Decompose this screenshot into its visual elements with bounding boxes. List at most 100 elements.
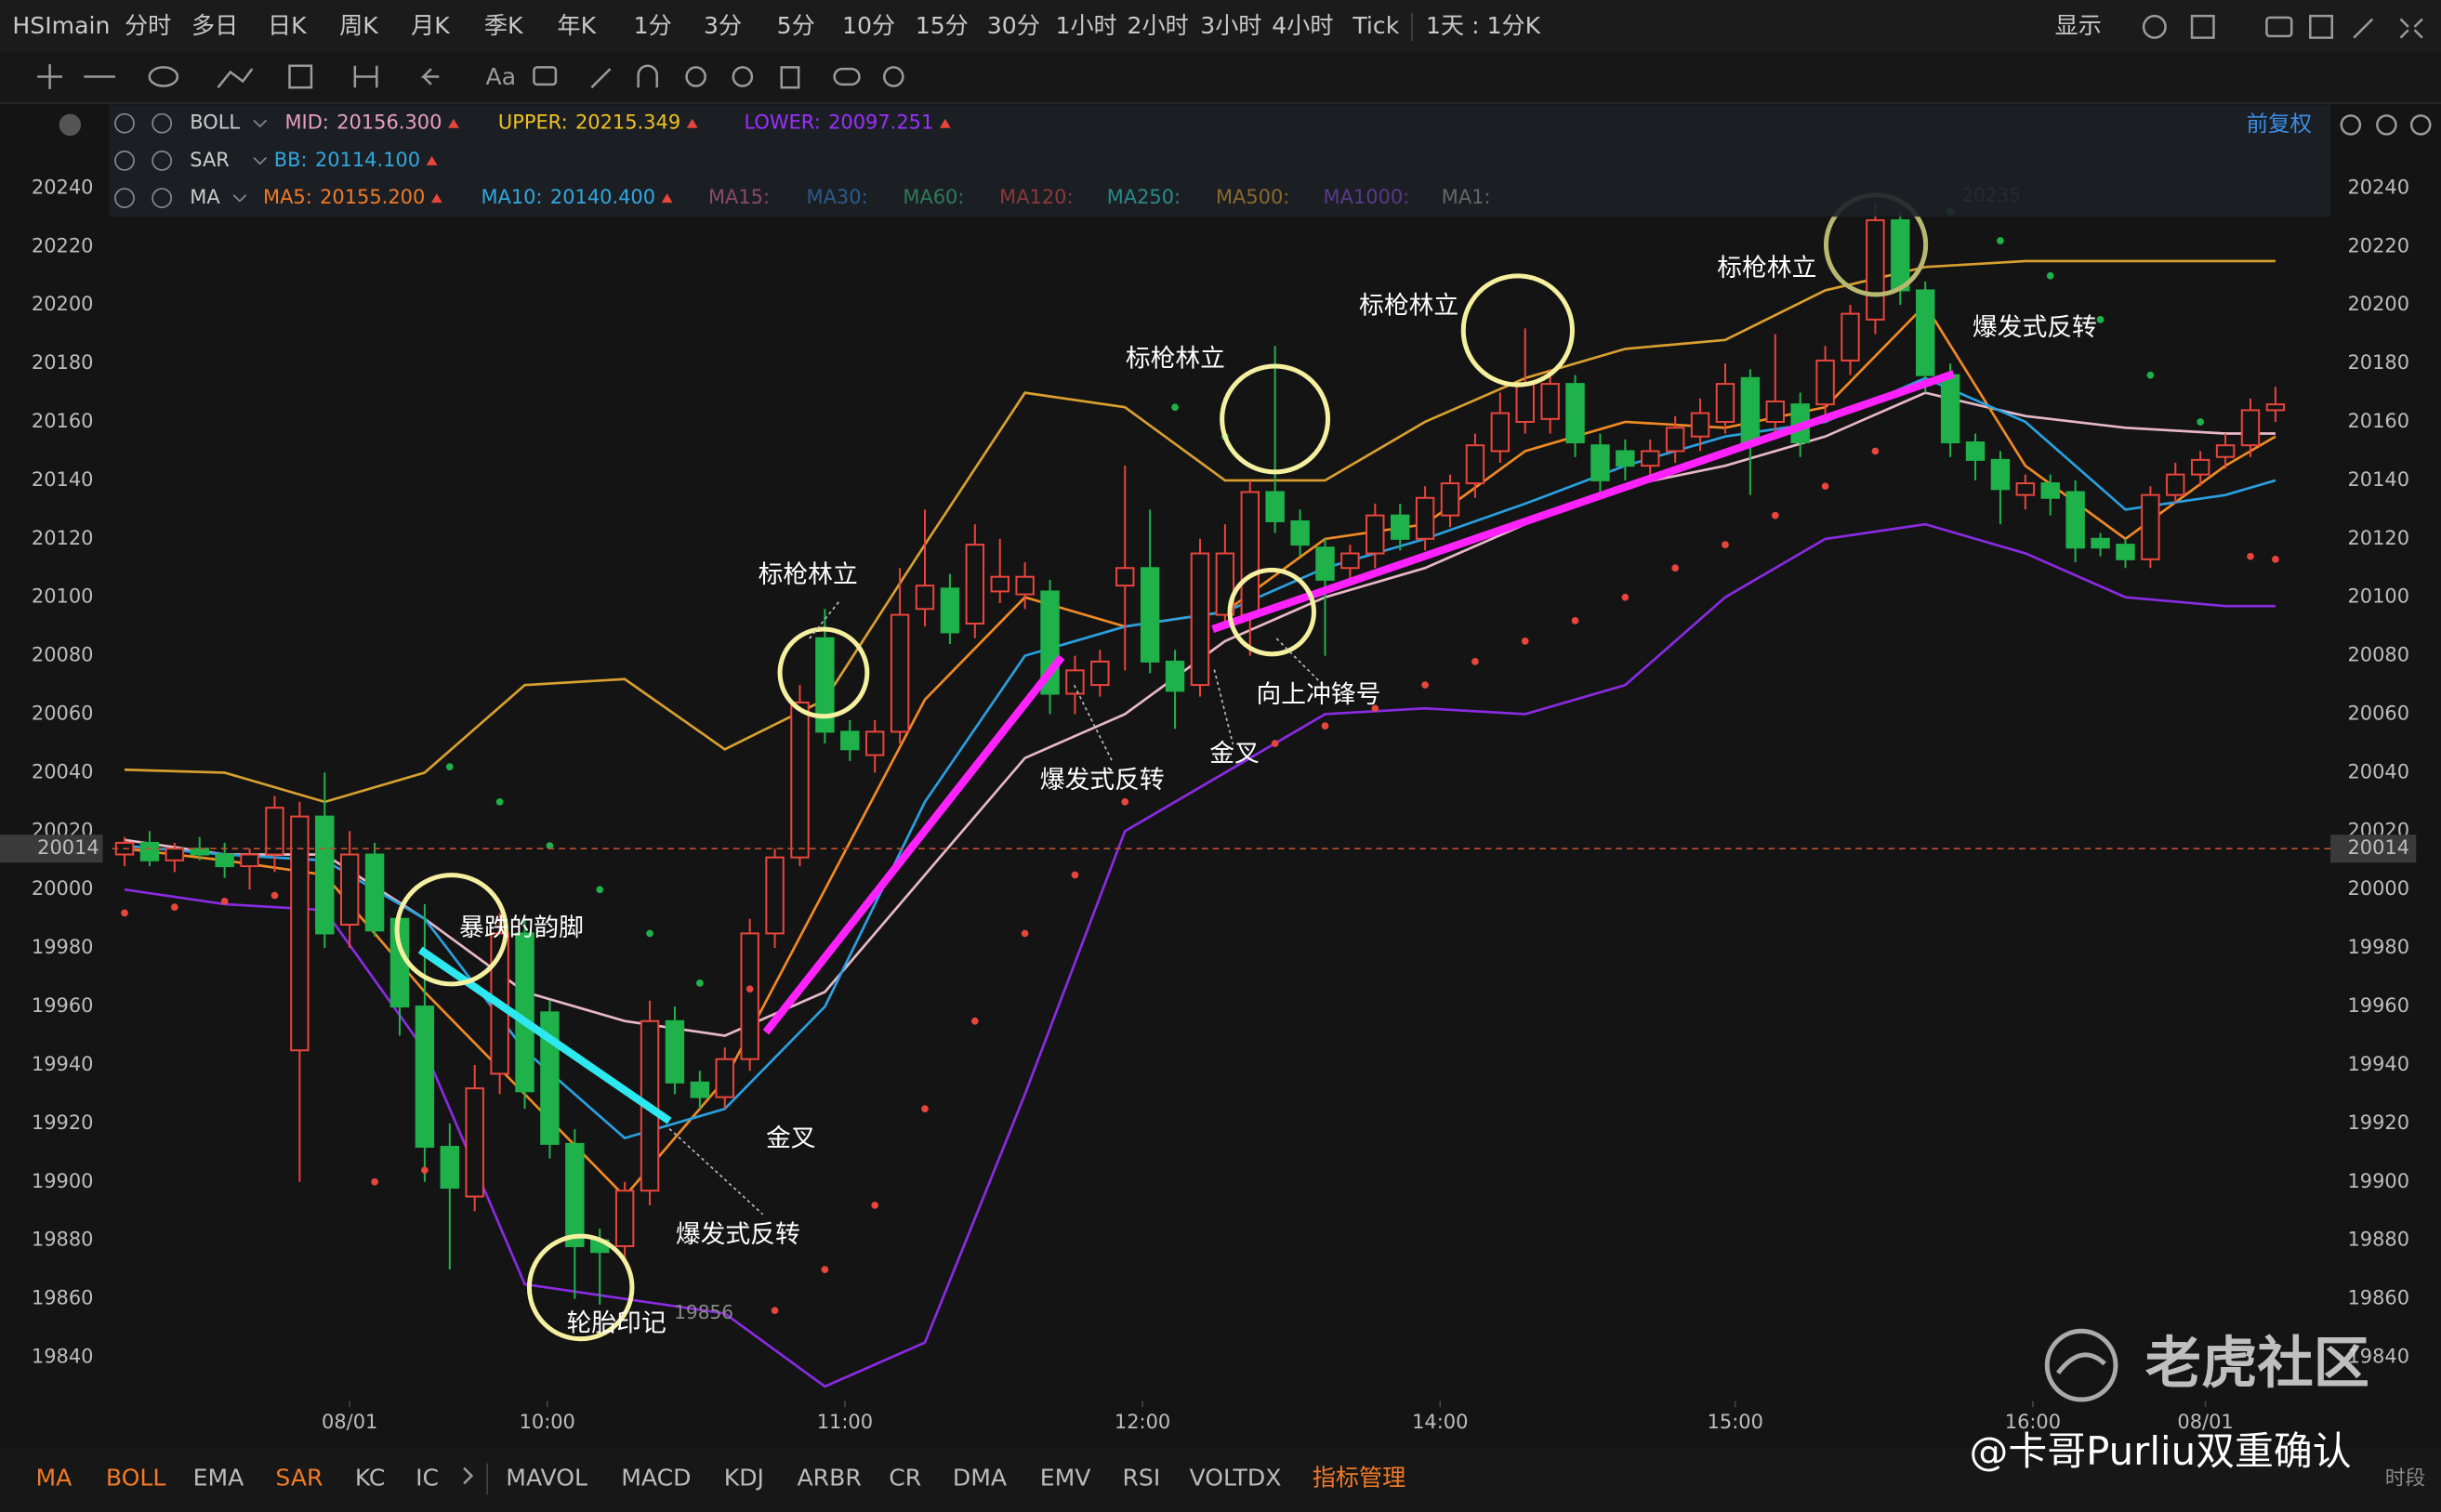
candle-body — [790, 701, 810, 859]
period-tab[interactable]: Tick — [1352, 12, 1399, 39]
indicator-field-label: MA10: — [481, 186, 542, 208]
period-tab[interactable]: 周K — [339, 12, 378, 39]
y-tick-label-right: 20140 — [2348, 468, 2410, 491]
icon[interactable] — [420, 68, 440, 85]
period-tab[interactable]: 10分 — [842, 12, 895, 39]
indicator-tab[interactable]: MAVOL — [506, 1464, 587, 1491]
collapse-button[interactable] — [59, 113, 82, 137]
icon[interactable] — [637, 64, 658, 88]
change-arrow — [661, 193, 673, 204]
icon[interactable] — [685, 66, 706, 87]
period-tab[interactable]: 2小时 — [1128, 12, 1189, 39]
close-icon[interactable] — [152, 112, 173, 134]
candle-body — [1415, 496, 1435, 540]
candle-body — [339, 853, 360, 926]
y-tick-label: 20240 — [32, 176, 94, 198]
candle-body — [2141, 493, 2160, 560]
settings-icon[interactable] — [114, 188, 135, 208]
period-tab[interactable]: 日K — [268, 12, 307, 39]
period-tab[interactable]: 分时 — [125, 12, 171, 39]
icon[interactable] — [217, 68, 254, 88]
indicator-name[interactable]: SAR — [190, 149, 230, 171]
sar-dot — [1471, 658, 1479, 665]
indicator-tab[interactable]: IC — [416, 1464, 439, 1491]
indicator-tab[interactable]: 指标管理 — [1313, 1464, 1405, 1491]
icon[interactable] — [2142, 14, 2167, 39]
period-tab[interactable]: 月K — [411, 12, 450, 39]
indicator-tab[interactable]: RSI — [1122, 1464, 1160, 1491]
icon[interactable] — [2190, 14, 2215, 39]
indicator-tab[interactable]: EMA — [193, 1464, 244, 1491]
indicator-tab[interactable]: KDJ — [724, 1464, 764, 1491]
icon[interactable] — [2309, 14, 2334, 39]
icon[interactable] — [833, 67, 861, 86]
icon[interactable] — [732, 66, 754, 87]
trend-arrow — [762, 654, 1065, 1035]
period-tab[interactable]: 3分 — [704, 12, 742, 39]
icon[interactable] — [2353, 18, 2374, 39]
indicator-field-value: 20140.400 — [550, 186, 655, 208]
icon[interactable] — [2399, 18, 2423, 39]
period-tab[interactable]: 3小时 — [1200, 12, 1261, 39]
candle-body — [465, 1087, 484, 1198]
period-tab[interactable]: 4小时 — [1272, 12, 1333, 39]
icon[interactable] — [590, 68, 612, 89]
indicator-tab[interactable]: DMA — [953, 1464, 1007, 1491]
close-icon[interactable] — [152, 151, 173, 171]
candle-body — [1115, 567, 1135, 587]
indicator-name[interactable]: MA — [190, 186, 220, 208]
icon[interactable] — [882, 66, 904, 87]
last-price-box — [0, 835, 103, 863]
indicator-tab[interactable]: EMV — [1040, 1464, 1091, 1491]
icon[interactable] — [2340, 114, 2362, 136]
indicator-tab[interactable]: ARBR — [797, 1464, 861, 1491]
indicator-tab[interactable]: MACD — [621, 1464, 691, 1491]
y-tick-label: 20060 — [32, 703, 94, 725]
indicator-field-value: 20114.100 — [315, 149, 420, 171]
display-menu[interactable]: 显示 — [2055, 12, 2102, 39]
icon[interactable] — [2409, 114, 2432, 136]
settings-icon[interactable] — [114, 112, 135, 134]
period-tab[interactable]: 5分 — [777, 12, 815, 39]
settings-icon[interactable] — [114, 151, 135, 171]
sar-dot — [1821, 482, 1829, 491]
icon[interactable] — [2376, 114, 2397, 136]
indicator-tab[interactable]: MA — [36, 1464, 73, 1491]
close-icon[interactable] — [152, 188, 173, 208]
period-tab[interactable]: 30分 — [987, 12, 1040, 39]
indicator-name[interactable]: BOLL — [190, 112, 240, 134]
text-tool[interactable]: Aa — [486, 63, 517, 90]
y-tick-label-right: 20220 — [2348, 234, 2410, 256]
period-tab[interactable]: 1分 — [634, 12, 672, 39]
icon[interactable] — [288, 64, 313, 89]
candle-body — [1090, 660, 1110, 687]
x-tick-label: 16:00 — [2005, 1411, 2061, 1433]
range-select[interactable]: 1天 : 1分K — [1426, 12, 1541, 39]
icon[interactable] — [353, 65, 378, 88]
highlight-circle — [526, 1233, 635, 1342]
icon[interactable] — [2265, 16, 2293, 38]
period-tab[interactable]: 1小时 — [1055, 12, 1116, 39]
indicator-tab[interactable]: SAR — [275, 1464, 323, 1491]
period-tab[interactable]: 多日 — [191, 12, 238, 39]
candle-body — [840, 730, 860, 751]
symbol[interactable]: HSImain — [12, 12, 110, 39]
y-tick-label: 19880 — [32, 1229, 94, 1251]
candle-body — [1440, 482, 1460, 517]
indicator-tab[interactable]: KC — [355, 1464, 386, 1491]
indicator-tab[interactable]: VOLTDX — [1190, 1464, 1282, 1491]
period-tab[interactable]: 15分 — [916, 12, 969, 39]
indicator-tab[interactable]: BOLL — [106, 1464, 166, 1491]
icon[interactable] — [148, 66, 179, 87]
candle-body — [1740, 376, 1761, 444]
indicator-tab[interactable]: CR — [889, 1464, 921, 1491]
adjust-mode[interactable]: 前复权 — [2247, 111, 2312, 137]
icon[interactable] — [533, 66, 558, 86]
period-tab[interactable]: 季K — [484, 12, 523, 39]
period-tab[interactable]: 年K — [558, 12, 597, 39]
icon[interactable] — [780, 66, 800, 89]
icon[interactable] — [37, 64, 62, 89]
sar-dot — [821, 1266, 829, 1273]
y-tick-label: 20140 — [32, 468, 94, 491]
icon[interactable] — [463, 1466, 474, 1485]
